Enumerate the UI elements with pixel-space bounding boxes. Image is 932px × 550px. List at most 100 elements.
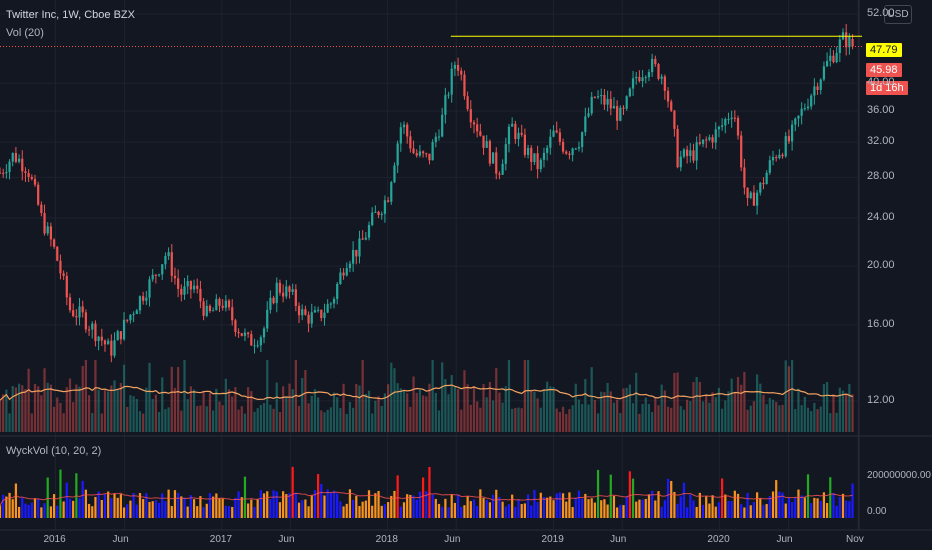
wyckvol-bar — [81, 480, 84, 518]
candle-body — [425, 153, 428, 155]
candle-body — [590, 96, 593, 114]
wyckvol-bar — [227, 506, 231, 518]
wyckvol-bar — [383, 504, 387, 518]
candle-body — [320, 309, 323, 319]
candle-body — [129, 314, 132, 321]
volume-bar — [466, 384, 469, 432]
wyckvol-bar — [364, 500, 367, 518]
volume-bar — [437, 410, 441, 432]
volume-bar — [517, 407, 520, 432]
wyckvol-bar — [8, 492, 11, 518]
candle-body — [297, 305, 301, 316]
volume-bar — [46, 382, 49, 432]
wyckvol-bar — [736, 493, 740, 518]
candle-body — [215, 298, 218, 311]
wyckvol-bar — [224, 505, 227, 518]
candle-body — [113, 340, 116, 356]
volume-bar — [148, 362, 151, 432]
volume-bar — [30, 413, 33, 432]
candle-body — [250, 334, 253, 346]
wyckvol-bar — [361, 501, 364, 518]
candle-body — [49, 226, 53, 240]
wyckvol-bar — [371, 505, 374, 518]
candle-body — [135, 310, 138, 315]
volume-bar — [59, 402, 62, 432]
volume-bar — [616, 399, 619, 432]
time-tick-label: 2017 — [209, 534, 233, 545]
candle-body — [14, 153, 18, 162]
wyckvol-bar — [441, 506, 444, 518]
wyckvol-bar — [183, 497, 186, 518]
volume-bar — [52, 406, 56, 432]
volume-bar — [593, 399, 596, 432]
wyckvol-bar — [294, 492, 297, 518]
wyckvol-bar — [406, 494, 409, 518]
wyckvol-bar — [68, 498, 72, 518]
candle-body — [797, 115, 800, 119]
candle-body — [351, 249, 355, 264]
wyckvol-bar — [304, 499, 307, 518]
candle-body — [689, 150, 692, 157]
wyckvol-bar — [145, 493, 148, 518]
volume-bar — [142, 413, 145, 432]
wyckvol-bar — [43, 503, 46, 518]
volume-bar — [272, 408, 275, 432]
wyckvol-bar — [199, 496, 202, 518]
volume-bar — [428, 383, 431, 432]
volume-bar — [727, 391, 730, 432]
wyckvol-bar — [790, 502, 794, 518]
volume-bar — [749, 405, 752, 432]
wyckvol-bar — [832, 492, 835, 518]
candle-body — [205, 305, 208, 316]
candle-body — [584, 116, 587, 133]
wyckvol-bar — [848, 501, 851, 518]
price-tick-label: 28.00 — [867, 170, 895, 183]
volume-bar — [192, 389, 196, 432]
candle-body — [479, 131, 482, 136]
volume-bar — [762, 394, 765, 432]
volume-bar — [679, 406, 682, 432]
candle-body — [822, 66, 826, 80]
volume-bar — [37, 386, 40, 432]
wyckvol-bar — [571, 507, 574, 518]
wyckvol-bar — [841, 493, 845, 518]
time-tick-label: Jun — [610, 534, 627, 545]
volume-bar — [135, 398, 138, 432]
wyckvol-bar — [721, 478, 724, 518]
wyckvol-bar — [708, 503, 711, 518]
wyckvol-bar — [606, 504, 609, 518]
volume-bar — [581, 404, 584, 432]
candle-body — [507, 126, 511, 145]
candle-body — [698, 142, 701, 144]
volume-bar — [810, 411, 813, 432]
currency-button[interactable]: USD — [884, 5, 912, 24]
volume-bar — [705, 394, 708, 432]
candle-body — [240, 333, 243, 336]
candle-body — [237, 331, 240, 334]
candle-body — [151, 274, 154, 280]
candle-body — [581, 132, 584, 147]
volume-bar — [660, 384, 663, 432]
price-tick-label: 24.00 — [867, 211, 895, 224]
volume-bar — [472, 385, 476, 432]
volume-bar — [721, 408, 724, 432]
volume-bar — [377, 396, 380, 432]
candle-body — [441, 114, 444, 137]
volume-bar — [740, 384, 743, 432]
candle-body — [663, 76, 666, 91]
volume-bar — [565, 413, 568, 432]
wyckvol-bar — [616, 507, 619, 518]
candle-body — [740, 135, 743, 168]
volume-bar — [781, 404, 784, 432]
wyckvol-bar — [0, 505, 2, 518]
candle-body — [526, 147, 530, 155]
candle-body — [832, 55, 835, 63]
volume-bar — [129, 395, 132, 432]
candle-body — [695, 142, 698, 161]
wyckvol-bar — [393, 490, 396, 518]
volume-bar — [708, 402, 711, 432]
volume-bar — [635, 372, 638, 432]
wyckvol-bar — [24, 503, 27, 518]
